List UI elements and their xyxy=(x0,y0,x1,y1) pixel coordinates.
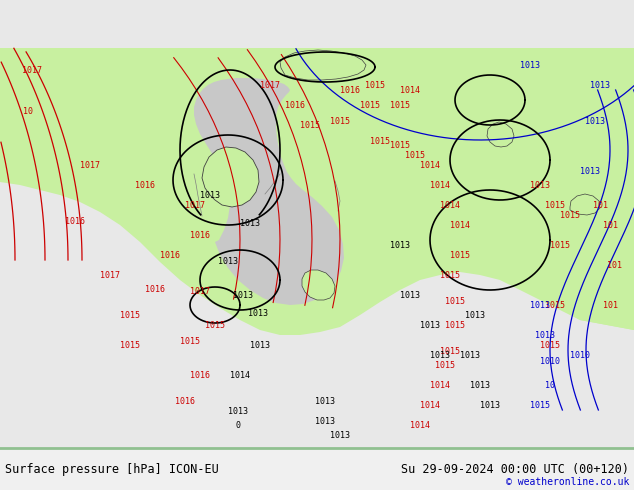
Text: 1013: 1013 xyxy=(390,242,410,250)
Text: 1015: 1015 xyxy=(405,151,425,161)
Text: 1015: 1015 xyxy=(390,142,410,150)
Text: Su 29-09-2024 00:00 UTC (00+120): Su 29-09-2024 00:00 UTC (00+120) xyxy=(401,463,629,475)
Text: 101: 101 xyxy=(607,262,623,270)
Text: 1015: 1015 xyxy=(440,271,460,280)
Text: 1015: 1015 xyxy=(545,201,565,211)
Text: 1015: 1015 xyxy=(300,122,320,130)
Text: 1013: 1013 xyxy=(520,62,540,71)
Text: 101: 101 xyxy=(602,301,618,311)
Text: 1014: 1014 xyxy=(400,87,420,96)
Text: 1016: 1016 xyxy=(340,87,360,96)
Text: 1015: 1015 xyxy=(360,101,380,111)
Text: © weatheronline.co.uk: © weatheronline.co.uk xyxy=(506,477,629,487)
Text: 1017: 1017 xyxy=(100,271,120,280)
Text: 0: 0 xyxy=(235,421,240,431)
Text: 1013: 1013 xyxy=(530,301,550,311)
Text: 1016: 1016 xyxy=(190,231,210,241)
Text: 101: 101 xyxy=(593,201,607,211)
Polygon shape xyxy=(487,122,514,147)
Text: 1013: 1013 xyxy=(330,432,350,441)
Polygon shape xyxy=(570,194,600,215)
Polygon shape xyxy=(280,50,366,80)
Text: 1013: 1013 xyxy=(580,167,600,175)
Text: 1013: 1013 xyxy=(590,81,610,91)
Text: 1013: 1013 xyxy=(315,416,335,425)
Text: 1017: 1017 xyxy=(190,287,210,295)
Text: 1016: 1016 xyxy=(145,285,165,294)
Text: 1015: 1015 xyxy=(545,301,565,311)
Text: 1013: 1013 xyxy=(530,181,550,191)
Text: 1016: 1016 xyxy=(135,181,155,191)
Text: 1014: 1014 xyxy=(430,181,450,191)
Text: 1013: 1013 xyxy=(200,192,220,200)
Text: 1014: 1014 xyxy=(420,401,440,411)
Text: 1013: 1013 xyxy=(250,342,270,350)
Text: 1015: 1015 xyxy=(440,346,460,356)
Text: 1014: 1014 xyxy=(430,382,450,391)
Text: 1015: 1015 xyxy=(445,321,465,330)
Text: 1014: 1014 xyxy=(420,162,440,171)
Text: 1013: 1013 xyxy=(585,117,605,125)
Text: 1013: 1013 xyxy=(240,220,260,228)
Text: 1013: 1013 xyxy=(535,332,555,341)
Text: 1016: 1016 xyxy=(65,217,85,225)
Text: 10: 10 xyxy=(23,106,33,116)
Polygon shape xyxy=(380,48,634,330)
Text: 1015: 1015 xyxy=(550,242,570,250)
Text: 1015: 1015 xyxy=(205,321,225,330)
Text: 1015: 1015 xyxy=(435,362,455,370)
Text: 1010: 1010 xyxy=(570,351,590,361)
Text: 1013: 1013 xyxy=(430,351,450,361)
Text: 1014: 1014 xyxy=(440,201,460,211)
Text: 1013: 1013 xyxy=(460,351,480,361)
Text: 1015: 1015 xyxy=(370,137,390,146)
Text: 1016: 1016 xyxy=(175,396,195,406)
Text: 1013: 1013 xyxy=(218,256,238,266)
Text: 1013: 1013 xyxy=(420,321,440,330)
Text: 1015: 1015 xyxy=(180,337,200,345)
Text: 1013: 1013 xyxy=(400,292,420,300)
Polygon shape xyxy=(0,48,634,335)
Text: 1013: 1013 xyxy=(470,382,490,391)
Text: 1014: 1014 xyxy=(230,371,250,381)
Polygon shape xyxy=(194,78,344,305)
Text: 1015: 1015 xyxy=(530,401,550,411)
Text: 1010: 1010 xyxy=(540,357,560,366)
Text: 1015: 1015 xyxy=(390,101,410,111)
Text: 1013: 1013 xyxy=(228,407,248,416)
Text: 1013: 1013 xyxy=(480,401,500,411)
Text: 1015: 1015 xyxy=(450,251,470,261)
Text: 1016: 1016 xyxy=(160,251,180,261)
Text: 101: 101 xyxy=(602,221,618,230)
Text: 10: 10 xyxy=(545,382,555,391)
Text: 1017: 1017 xyxy=(80,162,100,171)
Text: 1013: 1013 xyxy=(233,292,253,300)
Text: 1015: 1015 xyxy=(540,342,560,350)
Text: 1015: 1015 xyxy=(560,212,580,220)
Text: 1015: 1015 xyxy=(120,312,140,320)
Text: 1015: 1015 xyxy=(365,81,385,91)
Text: 1017: 1017 xyxy=(22,67,42,75)
Text: 1013: 1013 xyxy=(315,396,335,406)
Text: 1017: 1017 xyxy=(260,81,280,91)
Text: 1015: 1015 xyxy=(330,117,350,125)
Text: 1014: 1014 xyxy=(450,221,470,230)
Polygon shape xyxy=(302,270,335,300)
Polygon shape xyxy=(202,147,259,207)
Text: 1014: 1014 xyxy=(410,421,430,431)
Text: 1016: 1016 xyxy=(190,371,210,381)
Text: 1015: 1015 xyxy=(445,296,465,305)
Text: 1017: 1017 xyxy=(185,201,205,211)
Text: 1013: 1013 xyxy=(465,312,485,320)
Text: 1015: 1015 xyxy=(120,342,140,350)
Text: Surface pressure [hPa] ICON-EU: Surface pressure [hPa] ICON-EU xyxy=(5,463,219,475)
Text: 1013: 1013 xyxy=(248,310,268,318)
Text: 1016: 1016 xyxy=(285,101,305,111)
Bar xyxy=(0,448,634,490)
